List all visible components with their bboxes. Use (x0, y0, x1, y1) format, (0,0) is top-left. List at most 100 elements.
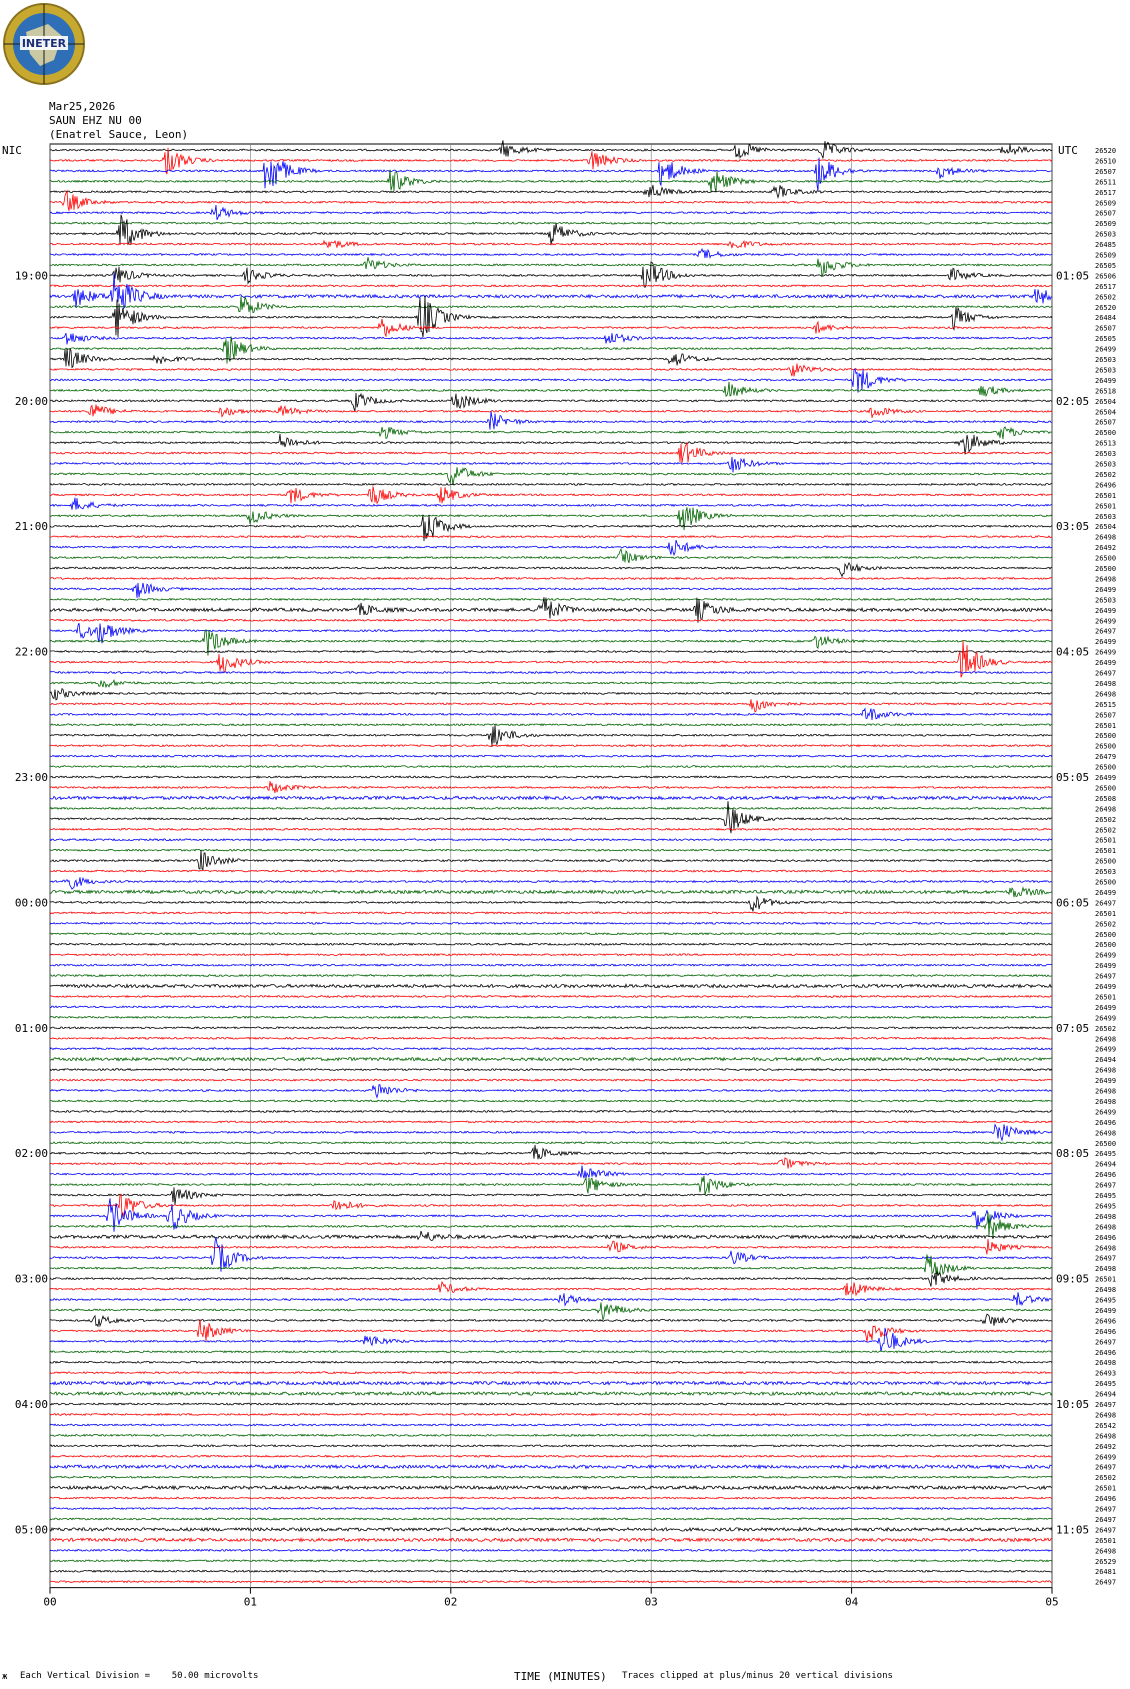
trace-value-label: 26499 (1095, 638, 1116, 646)
seismic-trace (49, 649, 1053, 654)
trace-value-label: 26501 (1095, 993, 1116, 1001)
seismic-trace (49, 597, 1053, 623)
seismic-trace (49, 1187, 1052, 1206)
trace-value-label: 26503 (1095, 356, 1116, 364)
trace-value-label: 26503 (1095, 231, 1116, 239)
seismic-trace (49, 1237, 1053, 1272)
trace-value-label: 26507 (1095, 711, 1116, 719)
trace-value-label: 26497 (1095, 1338, 1116, 1346)
trace-value-label: 26507 (1095, 325, 1116, 333)
seismic-trace (49, 1484, 1053, 1491)
seismic-trace (49, 1433, 1053, 1437)
trace-value-label: 26502 (1095, 1474, 1116, 1482)
seismic-trace (49, 1078, 1053, 1082)
trace-value-label: 26492 (1095, 1443, 1116, 1451)
seismic-trace (49, 1526, 1053, 1533)
seismic-trace (49, 1230, 1053, 1241)
seismic-trace (49, 1144, 1053, 1160)
trace-value-label: 26517 (1095, 283, 1116, 291)
scale-note: Each Vertical Division = 50.00 microvolt… (20, 1671, 259, 1681)
trace-value-label: 26511 (1095, 178, 1116, 186)
seismic-trace (49, 333, 1053, 345)
left-time-label: 20:00 (15, 395, 48, 408)
trace-value-label: 26520 (1095, 304, 1116, 312)
trace-value-label: 26496 (1095, 1317, 1116, 1325)
seismic-trace (50, 214, 1053, 246)
seismic-trace (49, 1005, 1053, 1009)
seismic-trace (49, 670, 1053, 675)
trace-value-label: 26497 (1095, 1526, 1116, 1534)
trace-value-label: 26495 (1095, 1150, 1116, 1158)
seismic-trace (49, 272, 1053, 310)
seismic-trace (49, 1068, 1053, 1072)
trace-value-label: 26499 (1095, 346, 1116, 354)
trace-value-label: 26499 (1095, 659, 1116, 667)
seismic-trace (49, 640, 1053, 678)
seismic-trace (49, 261, 1053, 289)
trace-value-label: 26499 (1095, 774, 1116, 782)
seismic-trace (49, 1165, 1053, 1179)
seismic-trace (49, 205, 1053, 220)
seismic-trace (49, 618, 1053, 622)
trace-value-label: 26497 (1095, 1506, 1116, 1514)
trace-value-label: 26498 (1095, 575, 1116, 583)
right-time-label: 11:05 (1056, 1523, 1089, 1536)
trace-value-label: 26479 (1095, 753, 1116, 761)
seismic-trace (49, 1313, 1053, 1328)
trace-value-label: 26494 (1095, 1391, 1116, 1399)
seismic-trace (49, 1350, 1053, 1354)
trace-value-label: 26504 (1095, 398, 1116, 406)
seismic-trace (49, 514, 1053, 542)
seismic-trace (49, 295, 1053, 338)
trace-value-label: 26495 (1095, 1380, 1116, 1388)
trace-value-label: 26499 (1095, 889, 1116, 897)
seismic-trace (49, 1454, 1053, 1458)
trace-value-label: 26500 (1095, 784, 1116, 792)
trace-value-label: 26499 (1095, 1014, 1116, 1022)
trace-value-label: 26496 (1095, 1349, 1116, 1357)
trace-value-label: 26498 (1095, 1286, 1116, 1294)
trace-value-label: 26501 (1095, 910, 1116, 918)
seismic-trace (49, 1517, 1053, 1521)
trace-value-label: 26494 (1095, 1161, 1116, 1169)
trace-value-label: 26504 (1095, 408, 1116, 416)
trace-value-label: 26497 (1095, 899, 1116, 907)
seismic-trace (49, 838, 1053, 842)
trace-value-label: 26513 (1095, 440, 1116, 448)
seismic-trace (49, 1280, 1053, 1297)
seismic-trace (49, 433, 1053, 455)
trace-value-label: 26499 (1095, 1307, 1116, 1315)
seismic-trace (49, 392, 1053, 412)
trace-value-label: 26500 (1095, 732, 1116, 740)
trace-value-label: 26500 (1095, 743, 1116, 751)
left-axis-label: NIC (2, 144, 22, 157)
seismic-trace (49, 699, 1053, 713)
seismic-trace (49, 1157, 1053, 1169)
trace-value-label: 26484 (1095, 314, 1116, 322)
seismic-trace (49, 1319, 1053, 1343)
trace-value-label: 26506 (1095, 272, 1116, 280)
seismic-trace (49, 547, 1053, 563)
corner-mark: ж (2, 1672, 8, 1682)
seismic-trace (49, 318, 1053, 338)
seismic-trace (49, 775, 1053, 779)
trace-value-label: 26499 (1095, 649, 1116, 657)
trace-value-label: 26497 (1095, 670, 1116, 678)
seismic-trace (49, 806, 1053, 810)
trace-value-label: 26509 (1095, 199, 1116, 207)
seismic-trace (49, 754, 1053, 758)
trace-value-label: 26500 (1095, 1140, 1116, 1148)
seismic-trace (49, 582, 1053, 598)
right-time-label: 05:05 (1056, 771, 1089, 784)
trace-value-label: 26518 (1095, 387, 1116, 395)
seismic-trace (49, 1412, 1053, 1417)
trace-value-label: 26502 (1095, 816, 1116, 824)
trace-value-label: 26498 (1095, 1265, 1116, 1273)
seismic-trace (49, 507, 1053, 531)
left-time-label: 05:00 (15, 1523, 48, 1536)
trace-value-label: 26496 (1095, 1234, 1116, 1242)
trace-value-label: 26500 (1095, 931, 1116, 939)
trace-value-label: 26509 (1095, 252, 1116, 260)
trace-value-label: 26495 (1095, 1202, 1116, 1210)
